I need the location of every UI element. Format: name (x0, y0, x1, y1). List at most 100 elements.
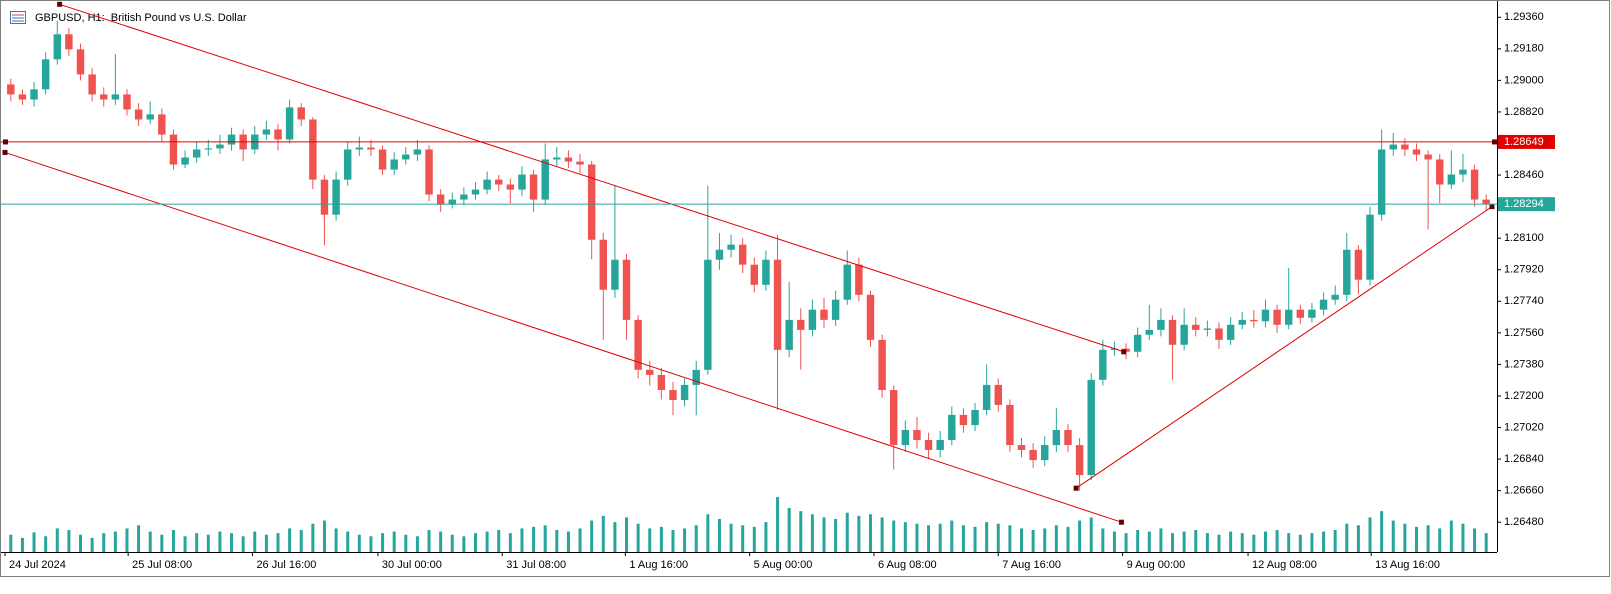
candle-body (1308, 309, 1316, 318)
candle-body (192, 149, 201, 158)
volume-bar (1217, 534, 1221, 552)
y-tick-label: 1.27020 (1504, 421, 1544, 433)
volume-bar (288, 528, 292, 552)
volume-bar (334, 528, 338, 552)
candle-body (866, 294, 875, 340)
candle-body (297, 107, 305, 120)
volume-bar (683, 528, 687, 552)
volume-bar (346, 531, 350, 552)
candle-body (1006, 404, 1014, 446)
candle-body (1099, 349, 1107, 380)
candle-body (413, 149, 422, 155)
volume-bar (44, 536, 48, 552)
candle-body (924, 439, 933, 450)
candle-body (657, 374, 666, 391)
volume-bar (752, 526, 756, 552)
volume-bar (625, 517, 629, 552)
volume-bar (1031, 530, 1035, 552)
volume-bar (1171, 533, 1175, 552)
candle-body (878, 339, 886, 391)
candle-body (309, 119, 317, 180)
line-anchor (3, 139, 8, 145)
volume-bar (1252, 534, 1256, 552)
y-tick-label: 1.27920 (1504, 264, 1544, 276)
volume-bar (195, 533, 199, 552)
candle-body (564, 157, 573, 162)
candle-body (611, 259, 619, 290)
candle-body (1041, 445, 1049, 461)
y-tick-label: 1.29360 (1504, 11, 1544, 23)
volume-bar (915, 523, 919, 552)
candle-body (1424, 154, 1432, 160)
volume-bar (1240, 533, 1244, 552)
volume-bar (9, 534, 13, 552)
volume-bar (1147, 531, 1151, 552)
candle-body (7, 84, 15, 95)
candle-body (971, 409, 979, 426)
candle-body (1412, 149, 1421, 155)
volume-bar (32, 532, 36, 552)
candle-body (587, 164, 596, 240)
candle-body (1331, 294, 1339, 300)
candle-body (274, 129, 282, 140)
volume-bar (543, 525, 547, 552)
trend-anchor (1118, 519, 1124, 525)
candle-body (1319, 299, 1328, 310)
candle-body (1389, 144, 1397, 150)
candle-body (680, 384, 689, 400)
volume-bar (741, 525, 745, 552)
candle-body (1377, 149, 1386, 215)
volume-bar (1298, 534, 1302, 552)
candle-body (53, 34, 61, 60)
candle-body (425, 149, 433, 195)
candle-body (715, 249, 724, 260)
x-tick-label: 31 Jul 08:00 (506, 559, 566, 571)
candle-body (785, 319, 793, 350)
x-tick-label: 30 Jul 00:00 (382, 559, 442, 571)
volume-bar (636, 523, 640, 552)
trend-line (1075, 206, 1493, 489)
x-tick-label: 24 Jul 2024 (9, 559, 66, 571)
candle-body (471, 189, 480, 195)
volume-bar (717, 519, 721, 552)
volume-bar (787, 508, 791, 552)
volume-bar (171, 530, 175, 552)
candle-body (1075, 445, 1084, 476)
candle-body (1029, 449, 1037, 461)
trend-anchor (1073, 485, 1079, 491)
volume-bar (160, 534, 164, 552)
candle-body (808, 309, 817, 330)
volume-bar (508, 533, 512, 552)
candle-body (831, 299, 840, 320)
volume-bar (1101, 528, 1105, 552)
candle-body (855, 264, 863, 295)
volume-bar (90, 537, 94, 552)
volume-bar (1449, 520, 1453, 552)
volume-bar (776, 497, 780, 552)
volume-bar (566, 531, 570, 552)
price-label: 1.28294 (1504, 198, 1544, 210)
volume-bar (996, 523, 1000, 552)
price-label-box (1498, 197, 1555, 212)
candle-body (773, 259, 782, 350)
candle-body (146, 114, 154, 120)
candle-body (1482, 199, 1490, 205)
volume-bar (381, 533, 385, 552)
volume-bar (148, 531, 152, 552)
candle-body (1180, 324, 1188, 345)
volume-bar (1356, 525, 1360, 552)
candle-body (762, 259, 770, 285)
volume-bar (462, 536, 466, 552)
candle-body (181, 157, 189, 165)
volume-bar (230, 533, 234, 552)
candle-body (1296, 309, 1305, 318)
candle-body (1087, 379, 1095, 476)
candle-body (88, 74, 96, 95)
candle-body (506, 184, 515, 190)
candle-body (169, 134, 178, 165)
volume-bar (1426, 525, 1430, 552)
volume-bar (1205, 533, 1209, 552)
candle-body (599, 239, 608, 290)
candle-body (1470, 169, 1479, 200)
candle-body (727, 244, 735, 250)
